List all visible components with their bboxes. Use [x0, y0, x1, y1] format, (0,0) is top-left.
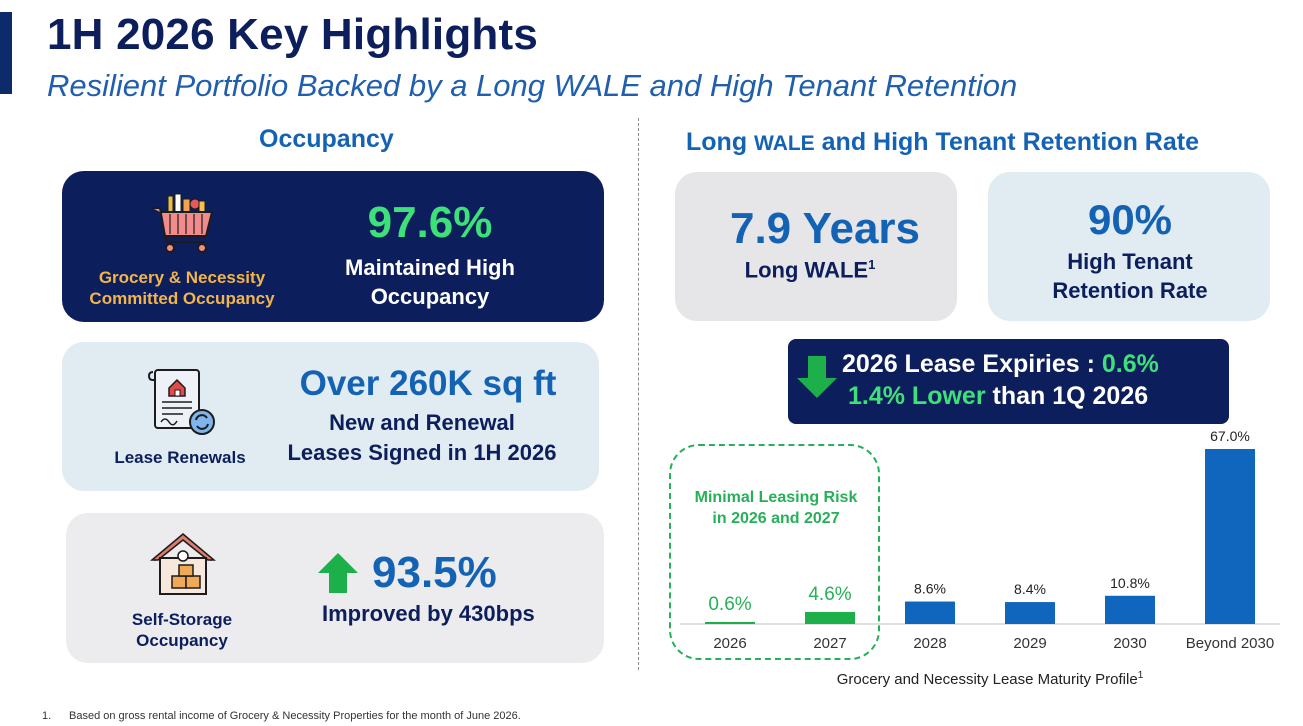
- chart-bar-2030: [1105, 595, 1155, 624]
- storage-house-icon: [150, 533, 216, 595]
- chart-tick-label: 2030: [1113, 635, 1146, 652]
- section-divider: [638, 118, 639, 670]
- lease-expiry-line1: 2026 Lease Expiries : 0.6%: [842, 350, 1222, 379]
- footnote-text: Based on gross rental income of Grocery …: [69, 710, 521, 722]
- chart-tick-label: 2027: [813, 635, 846, 652]
- occupancy-section-title: Occupancy: [259, 125, 394, 153]
- self-storage-description: Improved by 430bps: [322, 601, 535, 626]
- lease-renewals-value: Over 260K sq ft: [299, 364, 557, 403]
- risk-label-line1: Minimal Leasing Risk: [694, 489, 858, 506]
- wale-title-part2: WALE: [754, 132, 815, 155]
- wale-footnote-marker: 1: [868, 257, 876, 272]
- chart-tick-label: Beyond 2030: [1186, 635, 1274, 652]
- lease-expiry-banner: [788, 339, 1229, 424]
- chart-bar-2026: [705, 622, 755, 624]
- footnote-number: 1.: [42, 710, 52, 722]
- shopping-cart-icon: [152, 193, 214, 253]
- grocery-desc-line1: Maintained High: [345, 255, 515, 280]
- retention-label-line1: High Tenant: [1067, 249, 1193, 274]
- chart-bar-beyond-2030: [1205, 449, 1255, 624]
- wale-label: Long WALE1: [700, 257, 920, 283]
- page-subtitle: Resilient Portfolio Backed by a Long WAL…: [47, 68, 1018, 103]
- lease-document-icon: [147, 369, 215, 435]
- wale-section-title: Long WALE and High Tenant Retention Rate: [686, 128, 1199, 157]
- grocery-desc-line2: Occupancy: [370, 284, 490, 309]
- wale-label-text: Long WALE: [744, 257, 869, 283]
- chart-data-label: 0.6%: [708, 594, 751, 615]
- chart-caption-footnote-marker: 1: [1137, 670, 1144, 681]
- minimal-risk-label: Minimal Leasing Risk in 2026 and 2027: [676, 487, 876, 529]
- chart-data-label: 67.0%: [1210, 428, 1250, 444]
- chart-data-label: 8.4%: [1014, 581, 1046, 597]
- grocery-occupancy-value: 97.6%: [367, 198, 493, 247]
- lease-desc-line1: New and Renewal: [329, 410, 515, 435]
- grocery-label-line1: Grocery & Necessity: [98, 268, 266, 287]
- up-arrow-icon: [318, 553, 358, 593]
- title-accent-bar: [0, 12, 12, 94]
- chart-bar-2028: [905, 601, 955, 624]
- storage-label-line1: Self-Storage: [131, 610, 233, 629]
- chart-bar-2027: [805, 611, 855, 624]
- down-arrow-icon: [797, 356, 837, 398]
- grocery-occupancy-description: Maintained High Occupancy: [320, 253, 540, 311]
- retention-label-line2: Retention Rate: [1052, 278, 1208, 303]
- risk-label-line2: in 2026 and 2027: [712, 510, 840, 527]
- page-title: 1H 2026 Key Highlights: [47, 10, 538, 59]
- lease-maturity-chart: 0.6% 2026 4.6% 2027 8.6% 2028 8.4% 2029 10.8% 203…: [680, 428, 1280, 652]
- wale-title-part1: Long: [686, 128, 755, 156]
- minimal-risk-highlight-box: [669, 444, 880, 660]
- chart-data-label: 10.8%: [1110, 575, 1150, 591]
- expiry-line2-rest: than 1Q 2026: [985, 382, 1149, 410]
- chart-data-label: 4.6%: [808, 584, 851, 605]
- wale-value: 7.9 Years: [729, 204, 921, 253]
- chart-caption-text: Grocery and Necessity Lease Maturity Pro…: [836, 671, 1138, 688]
- lease-renewals-label: Lease Renewals: [114, 448, 246, 467]
- chart-tick-label: 2026: [713, 635, 746, 652]
- chart-bar-2029: [1005, 602, 1055, 624]
- chart-tick-label: 2029: [1013, 635, 1046, 652]
- wale-title-part3: and High Tenant Retention Rate: [814, 128, 1199, 156]
- lease-expiry-line2: 1.4% Lower than 1Q 2026: [848, 382, 1228, 411]
- expiry-line1-text: 2026 Lease Expiries :: [842, 350, 1102, 378]
- chart-data-label: 8.6%: [914, 581, 946, 597]
- grocery-occupancy-card: [62, 171, 604, 322]
- wale-card: [675, 172, 957, 321]
- grocery-label-line2: Committed Occupancy: [89, 289, 275, 308]
- lease-renewals-card: [62, 342, 599, 491]
- expiry-line2-green: 1.4% Lower: [848, 382, 986, 410]
- chart-tick-label: 2028: [913, 635, 946, 652]
- chart-caption: Grocery and Necessity Lease Maturity Pro…: [790, 670, 1190, 688]
- lease-renewals-description: New and Renewal Leases Signed in 1H 2026: [262, 408, 582, 468]
- storage-label-line2: Occupancy: [136, 631, 228, 650]
- tenant-retention-value: 90%: [1087, 196, 1173, 243]
- self-storage-label: Self-Storage Occupancy: [98, 609, 266, 651]
- tenant-retention-card: [988, 172, 1270, 321]
- grocery-occupancy-label: Grocery & Necessity Committed Occupancy: [78, 267, 286, 309]
- lease-desc-line2: Leases Signed in 1H 2026: [287, 440, 557, 465]
- expiry-line1-value: 0.6%: [1101, 350, 1159, 378]
- self-storage-value: 93.5%: [372, 548, 497, 597]
- footnote: 1. Based on gross rental income of Grocer…: [42, 710, 521, 722]
- tenant-retention-label: High Tenant Retention Rate: [1005, 247, 1255, 305]
